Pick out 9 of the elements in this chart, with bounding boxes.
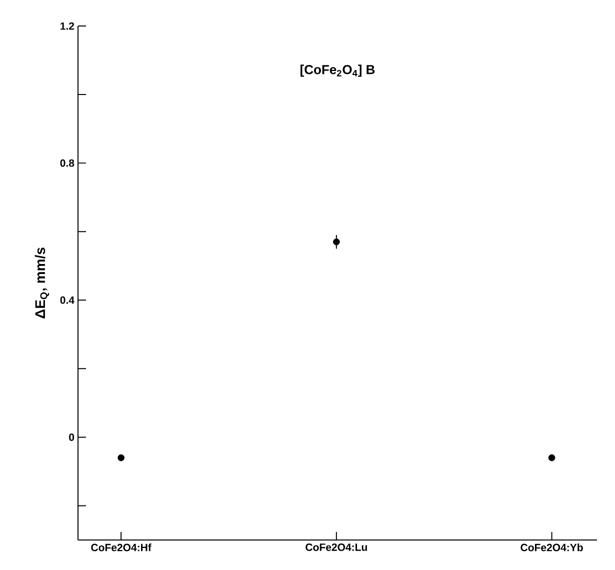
y-tick-label: 0.4	[60, 296, 74, 304]
x-tick-label: CoFe2O4:Yb	[520, 544, 583, 552]
x-tick-label: CoFe2O4:Lu	[306, 544, 367, 551]
y-axis-title: ΔE$_{Q}$, mm/s	[34, 248, 50, 318]
y-tick-label: 1.2	[60, 22, 74, 30]
y-tick-label: 0.8	[60, 159, 74, 167]
y-tick-label: 0	[69, 433, 74, 441]
x-tick-label: CoFe2O4:Hf	[91, 544, 152, 552]
text: [CoFe$_{2}$O$_{4}$] B	[300, 64, 375, 77]
